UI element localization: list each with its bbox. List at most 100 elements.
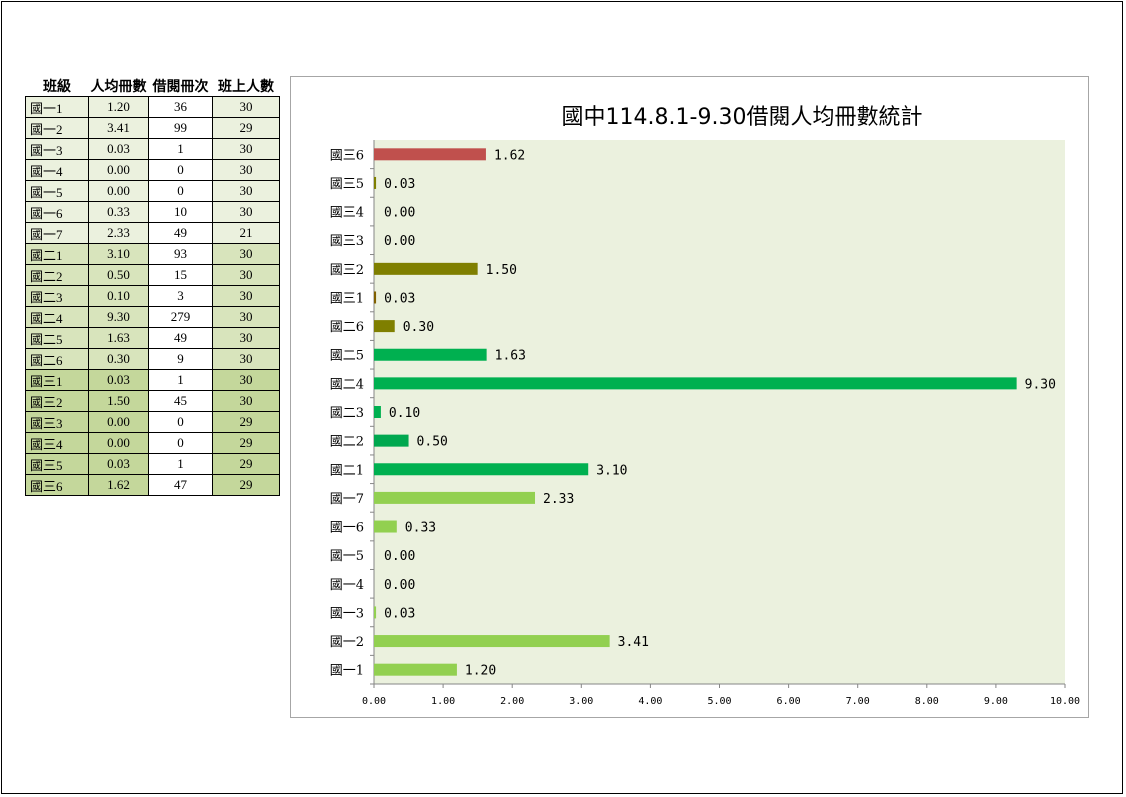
data-label: 9.30: [1025, 377, 1056, 392]
avg-cell: 3.10: [88, 243, 149, 265]
loans-cell: 1: [148, 369, 213, 391]
x-tick-label: 5.00: [707, 696, 731, 707]
loans-cell: 45: [148, 390, 213, 412]
bar: [374, 262, 478, 275]
students-cell: 30: [212, 327, 280, 349]
data-label: 2.33: [543, 492, 574, 507]
bar: [374, 176, 377, 189]
y-category-label: 國三2: [330, 263, 364, 278]
avg-cell: 0.00: [88, 180, 149, 202]
avg-cell: 0.00: [88, 411, 149, 433]
students-cell: 30: [212, 138, 280, 160]
chart-area: 國中114.8.1-9.30借閱人均冊數統計 0.00 1.00 2.00 3.00 4…: [290, 76, 1089, 718]
class-cell: 國二5: [25, 327, 89, 349]
loans-cell: 1: [148, 138, 213, 160]
class-cell: 國一4: [25, 159, 89, 181]
data-label: 0.00: [384, 206, 415, 221]
table-row: 國二4 9.30 279 30: [25, 306, 280, 328]
loans-cell: 0: [148, 411, 213, 433]
y-category-label: 國二1: [330, 463, 364, 478]
table-row: 國一6 0.33 10 30: [25, 201, 280, 223]
loans-cell: 49: [148, 327, 213, 349]
table-row: 國一3 0.03 1 30: [25, 138, 280, 160]
bar: [374, 463, 589, 476]
header-class: 班級: [43, 80, 71, 95]
y-category-label: 國一4: [330, 578, 364, 593]
table-row: 國三3 0.00 0 29: [25, 411, 280, 433]
y-category-label: 國三4: [330, 206, 364, 221]
y-category-label: 國一5: [330, 549, 364, 564]
data-label: 0.50: [417, 435, 448, 450]
y-category-label: 國一1: [330, 664, 364, 679]
y-category-label: 國一6: [330, 521, 364, 536]
x-tick-label: 3.00: [569, 696, 593, 707]
avg-cell: 1.50: [88, 390, 149, 412]
table-row: 國三1 0.03 1 30: [25, 369, 280, 391]
bar: [374, 635, 610, 648]
avg-cell: 0.03: [88, 369, 149, 391]
bar: [374, 348, 487, 361]
x-tick-label: 10.00: [1050, 696, 1080, 707]
y-category-label: 國二6: [330, 320, 364, 335]
table-row: 國一1 1.20 36 30: [25, 96, 280, 118]
avg-cell: 1.62: [88, 474, 149, 496]
students-cell: 30: [212, 369, 280, 391]
class-cell: 國一7: [25, 222, 89, 244]
students-cell: 29: [212, 432, 280, 454]
data-label: 0.00: [384, 234, 415, 249]
header-loans: 借閱冊次: [152, 80, 209, 95]
x-tick-label: 6.00: [777, 696, 801, 707]
avg-cell: 0.03: [88, 453, 149, 475]
avg-cell: 9.30: [88, 306, 149, 328]
avg-cell: 0.50: [88, 264, 149, 286]
header-students: 班上人數: [218, 80, 274, 95]
avg-cell: 1.63: [88, 327, 149, 349]
x-tick-label: 2.00: [500, 696, 524, 707]
class-cell: 國一5: [25, 180, 89, 202]
y-category-label: 國一3: [330, 606, 364, 621]
header-avg: 人均冊數: [90, 80, 147, 95]
class-cell: 國一1: [25, 96, 89, 118]
table-header-row: 班級 人均冊數 借閱冊次 班上人數: [26, 76, 280, 97]
avg-cell: 0.10: [88, 285, 149, 307]
students-cell: 30: [212, 306, 280, 328]
y-category-label: 國三3: [330, 234, 364, 249]
class-cell: 國三3: [25, 411, 89, 433]
bar: [374, 491, 536, 504]
table-row: 國二6 0.30 9 30: [25, 348, 280, 370]
students-cell: 30: [212, 285, 280, 307]
students-cell: 29: [212, 453, 280, 475]
class-cell: 國三2: [25, 390, 89, 412]
class-cell: 國一6: [25, 201, 89, 223]
bar: [374, 148, 486, 161]
avg-cell: 0.03: [88, 138, 149, 160]
table-row: 國三4 0.00 0 29: [25, 432, 280, 454]
table-row: 國二5 1.63 49 30: [25, 327, 280, 349]
loans-cell: 49: [148, 222, 213, 244]
table-row: 國三6 1.62 47 29: [25, 474, 280, 496]
bar: [374, 520, 397, 533]
loans-cell: 47: [148, 474, 213, 496]
y-category-label: 國二5: [330, 349, 364, 364]
students-cell: 30: [212, 390, 280, 412]
bar: [374, 406, 381, 418]
students-cell: 21: [212, 222, 280, 244]
class-cell: 國三5: [25, 453, 89, 475]
loans-cell: 3: [148, 285, 213, 307]
loans-cell: 0: [148, 432, 213, 454]
y-category-label: 國三6: [330, 148, 364, 163]
y-category-label: 國二4: [330, 377, 364, 392]
table-row: 國一7 2.33 49 21: [25, 222, 280, 244]
avg-cell: 2.33: [88, 222, 149, 244]
bar-chart: 0.00 1.00 2.00 3.00 4.00 5.00 6.00 7.00 8.00 9.00…: [330, 140, 1080, 707]
students-cell: 29: [212, 411, 280, 433]
loans-cell: 93: [148, 243, 213, 265]
loans-cell: 36: [148, 96, 213, 118]
class-cell: 國二3: [25, 285, 89, 307]
y-category-label: 國二3: [330, 406, 364, 421]
x-tick-label: 0.00: [362, 696, 386, 707]
x-tick-label: 9.00: [984, 696, 1008, 707]
class-cell: 國二4: [25, 306, 89, 328]
students-cell: 30: [212, 180, 280, 202]
avg-cell: 1.20: [88, 96, 149, 118]
